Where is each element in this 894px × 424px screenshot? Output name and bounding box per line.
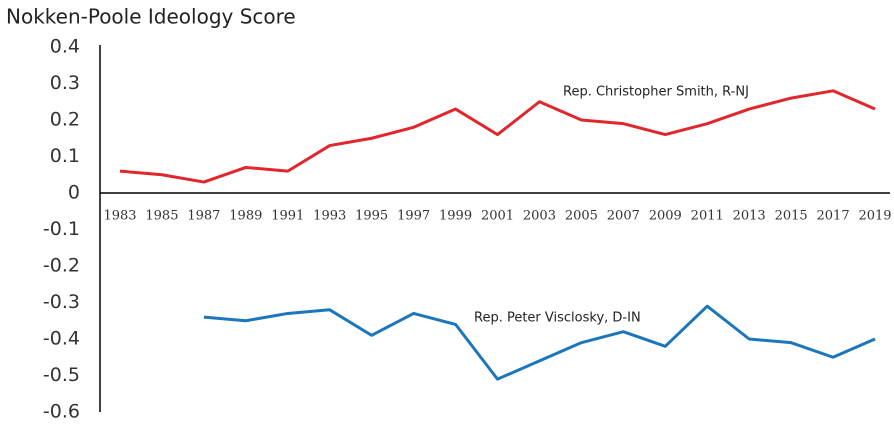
series-label: Rep. Peter Visclosky, D-IN: [474, 311, 641, 326]
y-tick-label: -0.4: [43, 328, 80, 350]
x-tick-label: 1987: [187, 209, 220, 224]
x-tick-label: 2015: [775, 209, 808, 224]
y-tick-label: 0.2: [50, 109, 80, 131]
x-tick-label: 2017: [817, 209, 850, 224]
y-tick-label: -0.2: [43, 255, 80, 277]
x-tick-label: 2019: [858, 209, 891, 224]
x-tick-label: 1991: [271, 209, 304, 224]
y-tick-label: -0.5: [43, 364, 80, 386]
chart-title: Nokken-Poole Ideology Score: [6, 5, 296, 29]
y-tick-label: -0.1: [43, 218, 80, 240]
y-tick-label: 0: [68, 182, 80, 204]
x-tick-label: 1993: [313, 209, 346, 224]
x-tick-label: 2001: [481, 209, 514, 224]
x-tick-label: 2007: [607, 209, 640, 224]
x-tick-label: 1995: [355, 209, 388, 224]
x-tick-label: 2011: [691, 209, 724, 224]
series-line: [203, 304, 876, 381]
x-tick-label: 1999: [439, 209, 472, 224]
x-tick-label: 1997: [397, 209, 430, 224]
x-tick-label: 2005: [565, 209, 598, 224]
x-tick-label: 1985: [145, 209, 178, 224]
x-tick-label: 1983: [103, 209, 136, 224]
x-tick-label: 1989: [229, 209, 262, 224]
y-tick-label: -0.3: [43, 291, 80, 313]
y-tick-label: 0.1: [50, 145, 80, 167]
y-tick-label: 0.3: [50, 72, 80, 94]
x-tick-label: 2009: [649, 209, 682, 224]
x-tick-label: 2013: [733, 209, 766, 224]
y-tick-label: -0.6: [43, 401, 80, 423]
x-tick-label: 2003: [523, 209, 556, 224]
series-label: Rep. Christopher Smith, R-NJ: [563, 85, 749, 100]
series-line: [119, 89, 876, 184]
y-tick-label: 0.4: [50, 36, 80, 58]
